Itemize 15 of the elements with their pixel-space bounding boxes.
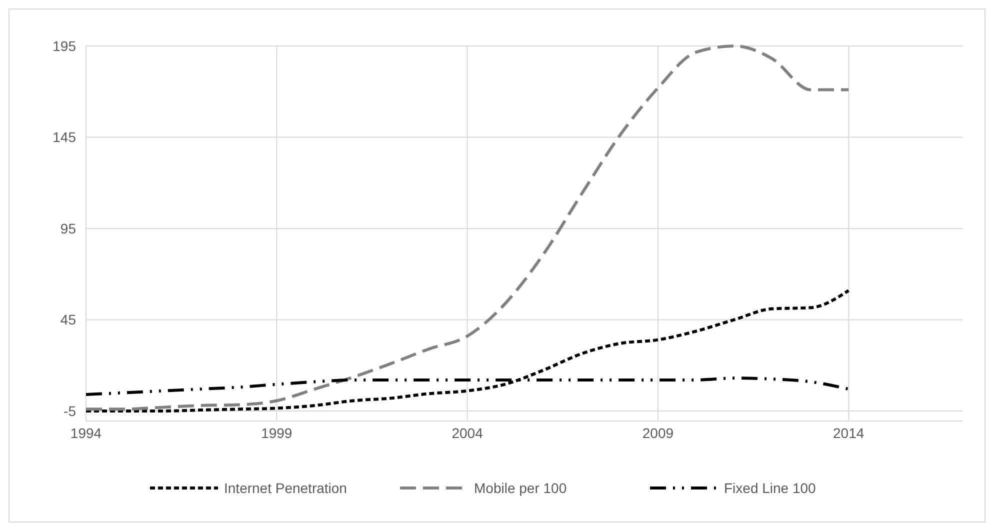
y-tick-label: -5 <box>64 402 76 419</box>
x-tick-label: 2004 <box>452 425 484 441</box>
y-tick-label: 95 <box>60 220 76 236</box>
y-tick-label: 145 <box>52 129 76 146</box>
x-tick-label: 1999 <box>261 425 292 441</box>
y-tick-label: 195 <box>52 38 76 54</box>
legend-label: Internet Penetration <box>224 480 347 496</box>
x-tick-label: 1994 <box>70 425 102 441</box>
legend-label: Mobile per 100 <box>474 480 567 496</box>
x-tick-label: 2009 <box>642 425 674 441</box>
x-tick-label: 2014 <box>833 425 864 441</box>
line-series <box>84 44 850 411</box>
legend-label: Fixed Line 100 <box>724 480 816 496</box>
y-tick-label: 45 <box>60 312 76 328</box>
line-series <box>84 289 850 412</box>
